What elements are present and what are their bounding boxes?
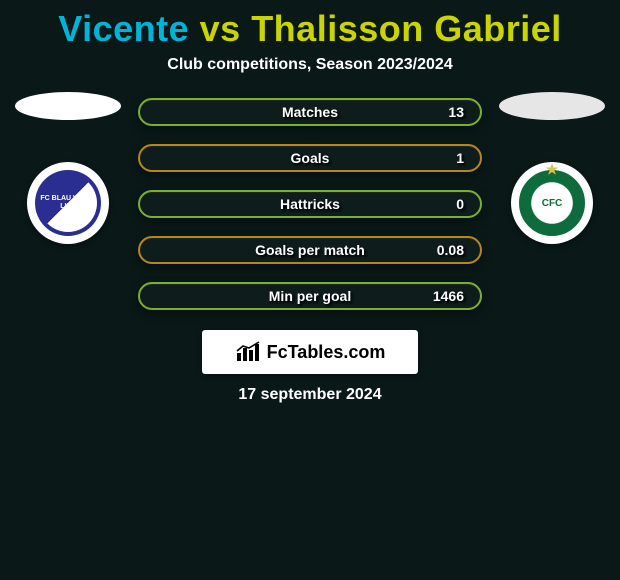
left-side: FC BLAU WEISS LINZ [12, 92, 124, 244]
page-title: Vicente vs Thalisson Gabriel [0, 0, 620, 50]
stat-value: 0.08 [437, 242, 464, 258]
player2-avatar-placeholder [499, 92, 605, 120]
stat-label: Goals [291, 150, 330, 166]
content-area: FC BLAU WEISS LINZ Matches 13 Goals 1 Hattri… [0, 92, 620, 310]
player2-club-logo: ★ CFC [511, 162, 593, 244]
vs-label: vs [200, 8, 241, 49]
player1-avatar-placeholder [15, 92, 121, 120]
star-icon: ★ [546, 161, 559, 178]
stat-label: Goals per match [255, 242, 365, 258]
stat-value: 1466 [433, 288, 464, 304]
chart-icon [235, 341, 261, 363]
club-badge-right-icon: ★ CFC [519, 170, 585, 236]
page-subtitle: Club competitions, Season 2023/2024 [0, 56, 620, 74]
stat-value: 1 [456, 150, 464, 166]
player1-name: Vicente [58, 8, 189, 49]
right-side: ★ CFC [496, 92, 608, 244]
stat-label: Matches [282, 104, 338, 120]
stat-row: Min per goal 1466 [138, 282, 482, 310]
player2-name: Thalisson Gabriel [251, 8, 562, 49]
club-badge-left-icon: FC BLAU WEISS LINZ [35, 170, 101, 236]
stat-value: 0 [456, 196, 464, 212]
stat-row: Goals per match 0.08 [138, 236, 482, 264]
player1-club-logo: FC BLAU WEISS LINZ [27, 162, 109, 244]
stat-value: 13 [448, 104, 464, 120]
branding-box[interactable]: FcTables.com [202, 330, 418, 374]
stat-row: Matches 13 [138, 98, 482, 126]
stat-label: Min per goal [269, 288, 351, 304]
date-label: 17 september 2024 [0, 386, 620, 404]
stats-list: Matches 13 Goals 1 Hattricks 0 Goals per match… [138, 98, 482, 310]
stat-row: Goals 1 [138, 144, 482, 172]
stat-row: Hattricks 0 [138, 190, 482, 218]
stat-label: Hattricks [280, 196, 340, 212]
branding-text: FcTables.com [267, 342, 386, 363]
